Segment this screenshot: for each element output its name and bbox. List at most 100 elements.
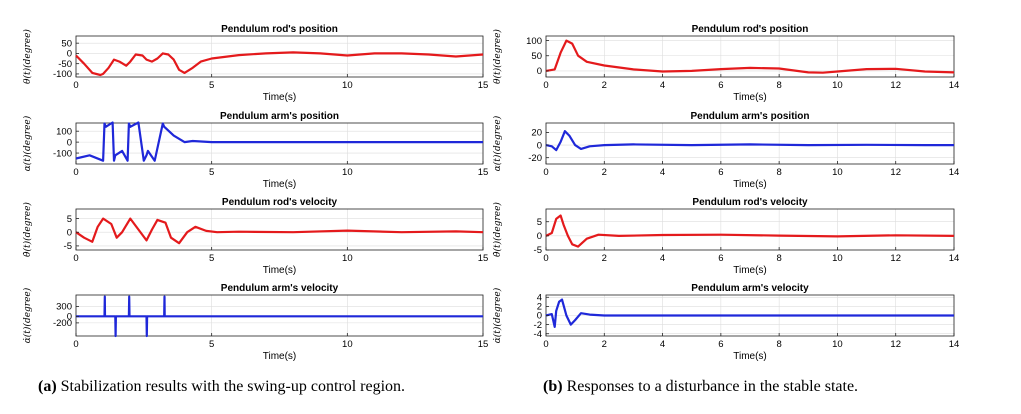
x-tick-label: 0	[73, 80, 78, 91]
chart-b-1: 0 2 4 6 8 10 12 14 100 50 0 Pendulum rod's position…	[492, 24, 959, 103]
chart-title: Pendulum rod's position	[692, 24, 809, 35]
y-axis-label: θ̇(t)(degree)	[22, 202, 33, 257]
y-tick-label: -100	[53, 69, 72, 80]
y-axis-label: α̇(t)(degree)	[22, 287, 33, 343]
caption-a: (a) Stabilization results with the swing…	[38, 378, 405, 396]
x-tick-label: 10	[832, 80, 843, 91]
y-axis-label: θ(t)(degree)	[492, 29, 503, 84]
y-tick-label: -100	[53, 148, 72, 159]
x-tick-label: 14	[949, 167, 960, 178]
axes-frame	[545, 208, 955, 251]
y-tick-label: -50	[58, 59, 72, 70]
series-line	[75, 217, 484, 245]
y-tick-label: 0	[537, 311, 542, 322]
x-axis-label: Time(s)	[263, 351, 297, 362]
caption-b-text: Responses to a disturbance in the stable…	[562, 378, 859, 395]
axes-frame	[545, 122, 955, 165]
y-tick-label: 300	[56, 302, 72, 313]
x-tick-label: 6	[718, 167, 723, 178]
caption-a-label: (a)	[38, 378, 57, 395]
y-tick-label: 0	[537, 231, 542, 242]
x-tick-label: 10	[342, 80, 353, 91]
y-tick-label: 5	[537, 217, 542, 228]
x-tick-label: 8	[776, 253, 781, 264]
y-axis-label: θ̇(t)(degree)	[492, 202, 503, 257]
chart-title: Pendulum rod's position	[221, 24, 338, 35]
y-tick-label: 50	[531, 51, 542, 62]
x-tick-label: 0	[73, 167, 78, 178]
x-tick-label: 8	[776, 167, 781, 178]
series-line	[545, 130, 954, 152]
y-tick-label: 2	[537, 302, 542, 313]
series-line	[76, 295, 483, 338]
x-tick-label: 0	[543, 253, 548, 264]
y-axis-label: θ(t)(degree)	[22, 29, 33, 84]
x-axis-label: Time(s)	[733, 265, 767, 276]
x-axis-label: Time(s)	[263, 179, 297, 190]
chart-title: Pendulum arm's position	[220, 111, 339, 122]
x-axis-label: Time(s)	[263, 265, 297, 276]
axes-frame	[75, 208, 484, 251]
series-line	[545, 214, 955, 248]
y-axis-label: α(t)(degree)	[22, 115, 33, 171]
chart-title: Pendulum rod's velocity	[692, 197, 808, 208]
chart-title: Pendulum rod's velocity	[222, 197, 338, 208]
chart-title: Pendulum arm's position	[690, 111, 809, 122]
x-tick-label: 12	[890, 339, 901, 350]
x-tick-label: 5	[209, 253, 214, 264]
y-tick-label: -5	[534, 245, 542, 256]
x-tick-label: 10	[342, 253, 353, 264]
x-tick-label: 2	[602, 339, 607, 350]
x-tick-label: 15	[478, 253, 489, 264]
y-tick-label: 0	[67, 49, 72, 60]
y-tick-label: -20	[528, 153, 542, 164]
x-axis-label: Time(s)	[263, 92, 297, 103]
axes-frame	[75, 122, 484, 165]
y-tick-label: -200	[53, 318, 72, 329]
series-line	[75, 51, 484, 77]
y-tick-label: 50	[61, 38, 72, 49]
y-tick-label: 0	[537, 66, 542, 77]
y-tick-label: 100	[526, 36, 542, 47]
y-tick-label: 5	[67, 214, 72, 225]
x-tick-label: 15	[478, 339, 489, 350]
x-tick-label: 0	[543, 80, 548, 91]
y-tick-label: 0	[67, 312, 72, 323]
x-tick-label: 0	[543, 339, 548, 350]
caption-b: (b) Responses to a disturbance in the st…	[543, 378, 858, 396]
x-tick-label: 8	[776, 80, 781, 91]
x-tick-label: 6	[718, 253, 723, 264]
x-axis-label: Time(s)	[733, 92, 767, 103]
x-axis-label: Time(s)	[733, 179, 767, 190]
chart-title: Pendulum arm's velocity	[221, 283, 339, 294]
x-tick-label: 5	[209, 167, 214, 178]
x-tick-label: 0	[73, 253, 78, 264]
y-tick-label: -2	[534, 320, 542, 331]
x-tick-label: 12	[890, 80, 901, 91]
x-tick-label: 0	[73, 339, 78, 350]
axes-frame	[75, 35, 484, 78]
x-tick-label: 10	[342, 167, 353, 178]
x-tick-label: 4	[660, 167, 665, 178]
x-tick-label: 12	[890, 253, 901, 264]
y-tick-label: 20	[531, 128, 542, 139]
y-tick-label: 0	[537, 140, 542, 151]
x-tick-label: 0	[543, 167, 548, 178]
x-tick-label: 15	[478, 167, 489, 178]
series-line	[545, 39, 955, 74]
x-tick-label: 2	[602, 253, 607, 264]
x-tick-label: 10	[832, 167, 843, 178]
x-tick-label: 2	[602, 167, 607, 178]
x-tick-label: 15	[478, 80, 489, 91]
axes-frame	[545, 35, 955, 78]
y-axis-label: α(t)(degree)	[492, 115, 503, 171]
caption-b-label: (b)	[543, 378, 563, 395]
y-tick-label: 0	[67, 227, 72, 238]
series-line	[545, 298, 954, 328]
y-tick-label: -5	[64, 241, 72, 252]
x-tick-label: 4	[660, 339, 665, 350]
